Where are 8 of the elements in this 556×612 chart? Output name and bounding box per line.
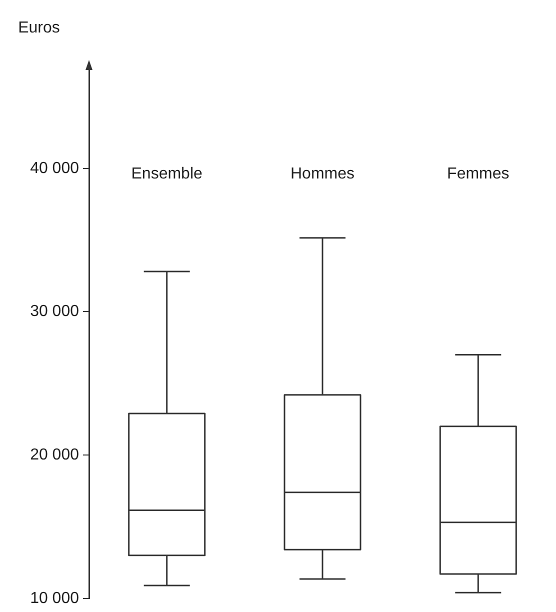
- x-tick-label: Femmes: [447, 165, 510, 182]
- y-axis-title: Euros: [18, 19, 60, 36]
- y-tick-label: 20 000: [30, 446, 80, 464]
- y-tick-label: 30 000: [30, 303, 80, 320]
- y-tick-label: 10 000: [30, 590, 80, 607]
- x-tick-label: Ensemble: [131, 165, 203, 182]
- y-tick-label: 40 000: [30, 160, 80, 177]
- x-tick-label: Hommes: [290, 165, 355, 182]
